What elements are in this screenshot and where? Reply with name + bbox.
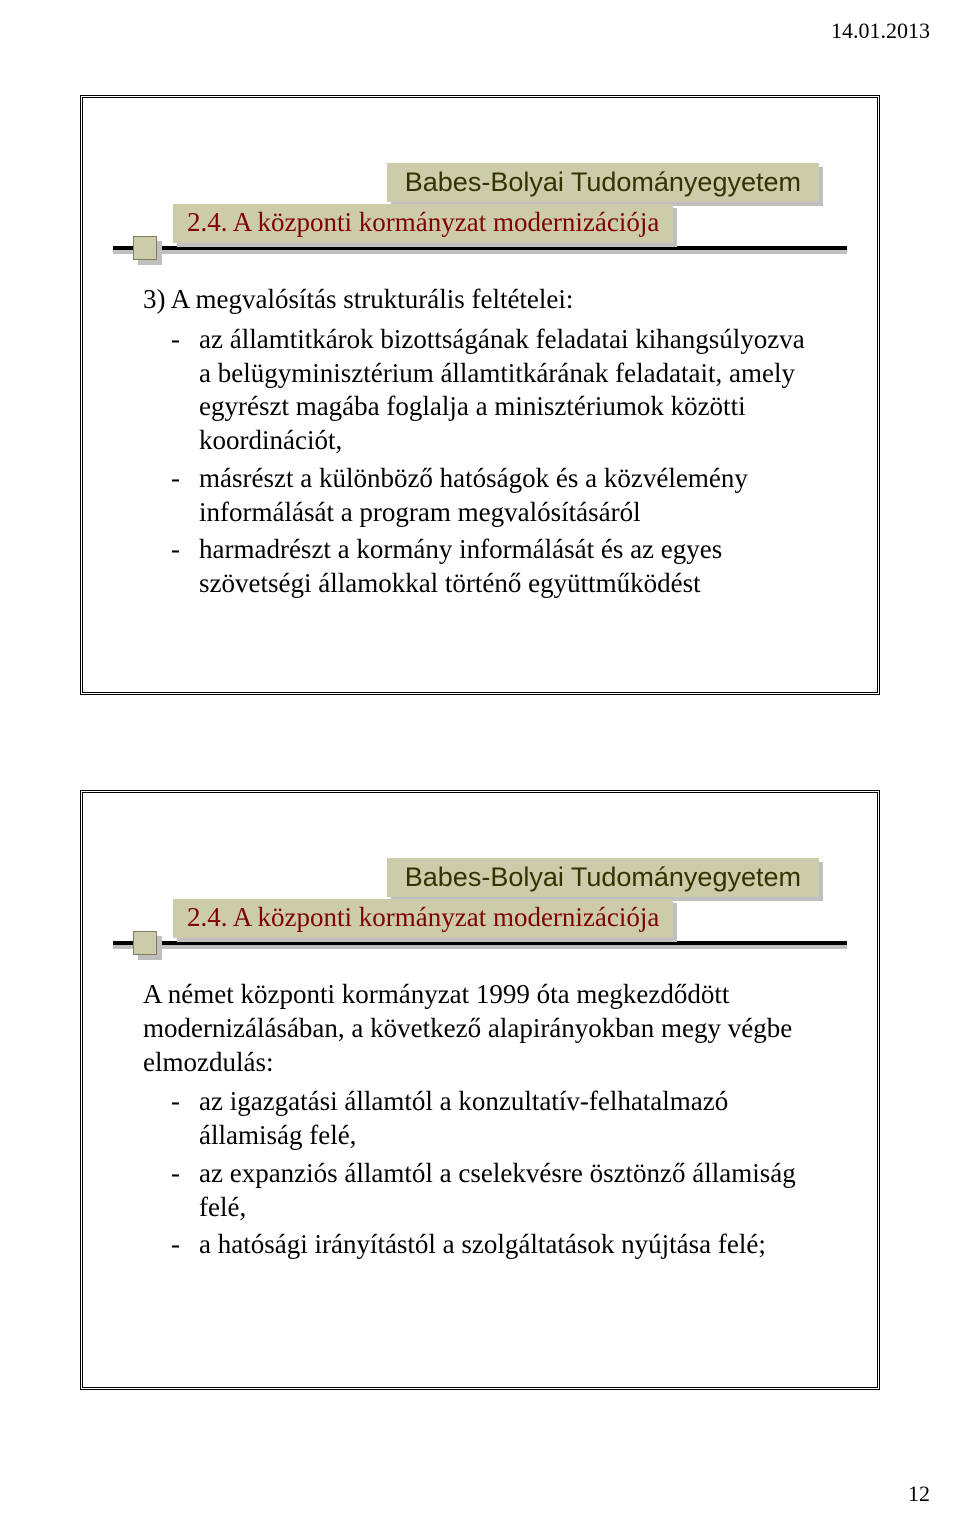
list-item: az expanziós államtól a cselekvésre öszt… [199,1157,817,1225]
slide-1-lead: 3) A megvalósítás strukturális feltétele… [143,283,817,317]
slide-1-body: 3) A megvalósítás strukturális feltétele… [143,283,817,605]
section-title: 2.4. A központi kormányzat modernizációj… [173,899,673,938]
list-item: a hatósági irányítástól a szolgáltatások… [199,1228,817,1262]
university-title: Babes-Bolyai Tudományegyetem [387,858,819,897]
slide-1: Babes-Bolyai Tudományegyetem Babes-Bolya… [80,95,880,695]
university-title: Babes-Bolyai Tudományegyetem [387,163,819,202]
slide-2-body: A német központi kormányzat 1999 óta meg… [143,978,817,1266]
header-date: 14.01.2013 [831,18,930,44]
section-title: 2.4. A központi kormányzat modernizációj… [173,204,673,243]
slide-2-lead: A német központi kormányzat 1999 óta meg… [143,978,817,1079]
rule-shadow [113,945,847,949]
slide-2-list: az igazgatási államtól a konzultatív-fel… [143,1085,817,1262]
slide-1-list: az államtitkárok bizottságának feladatai… [143,323,817,601]
list-item: az igazgatási államtól a konzultatív-fel… [199,1085,817,1153]
square-ornament [133,931,157,955]
rule-shadow [113,250,847,254]
list-item: harmadrészt a kormány informálását és az… [199,533,817,601]
list-item: másrészt a különböző hatóságok és a közv… [199,462,817,530]
slide-2: Babes-Bolyai Tudományegyetem Babes-Bolya… [80,790,880,1390]
list-item: az államtitkárok bizottságának feladatai… [199,323,817,458]
page-number: 12 [908,1481,930,1507]
square-ornament [133,236,157,260]
